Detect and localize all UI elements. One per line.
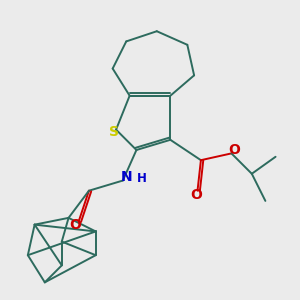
Text: O: O	[69, 218, 81, 232]
Text: O: O	[190, 188, 202, 202]
Text: N: N	[121, 170, 133, 184]
Text: S: S	[110, 125, 119, 140]
Text: H: H	[136, 172, 146, 185]
Text: O: O	[228, 143, 240, 157]
